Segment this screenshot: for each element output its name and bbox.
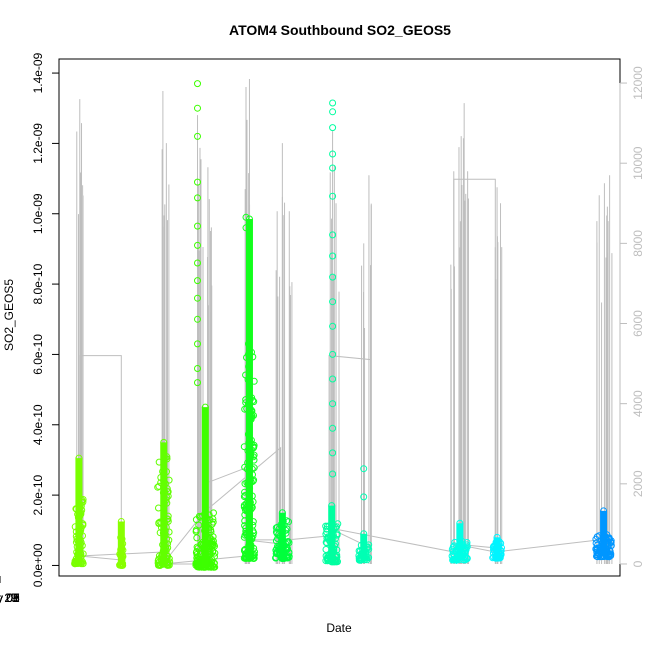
- so2-outlier: [194, 194, 201, 202]
- so2-point: [160, 438, 168, 446]
- so2-point: [201, 403, 209, 411]
- so2-outlier: [194, 340, 201, 348]
- so2-point: [117, 517, 125, 525]
- so2-point: [448, 552, 456, 560]
- so2-point: [75, 454, 83, 462]
- so2-outlier: [329, 231, 337, 239]
- y-tick-label: 1.4e-09: [31, 52, 45, 93]
- so2-outlier: [194, 379, 201, 387]
- so2-point: [607, 538, 614, 546]
- so2-point: [210, 509, 217, 517]
- so2-outlier: [329, 108, 337, 116]
- so2-outlier: [194, 178, 201, 186]
- so2-outlier: [194, 365, 201, 372]
- x-tick-label: May 01: [0, 591, 20, 605]
- y2-tick-label: 0: [631, 560, 645, 567]
- so2-point: [272, 554, 280, 562]
- so2-point: [278, 509, 286, 517]
- y-tick-label: 4.0e-10: [31, 404, 45, 445]
- so2-outlier: [194, 222, 201, 230]
- x-tick-label: Apr 29: [0, 591, 18, 605]
- x-axis-label: Date: [326, 621, 352, 635]
- so2-point: [193, 534, 201, 542]
- so2-point: [209, 518, 217, 526]
- so2-outlier: [194, 315, 201, 323]
- so2-point: [192, 561, 200, 569]
- so2-point: [192, 516, 200, 524]
- x-tick-label: May 05: [0, 591, 20, 605]
- so2-outlier: [329, 192, 337, 200]
- y-tick-label: 1.0e-09: [31, 193, 45, 234]
- so2-outlier: [329, 150, 337, 158]
- so2-outlier: [242, 224, 250, 232]
- so2-outlier: [194, 294, 201, 302]
- y2-tick-label: 10000: [631, 146, 645, 180]
- so2-point: [600, 507, 608, 515]
- y2-tick-label: 6000: [631, 310, 645, 337]
- y2-tick-label: 8000: [631, 230, 645, 257]
- x-tick-label: May 07: [0, 591, 20, 605]
- so2-outlier: [329, 252, 337, 260]
- so2-outlier: [194, 259, 201, 267]
- so2-outlier: [329, 470, 337, 478]
- so2-outlier: [329, 298, 337, 306]
- so2-point: [360, 530, 368, 538]
- altitude-layer: [76, 79, 613, 565]
- so2-outlier: [329, 400, 337, 408]
- so2-point: [195, 555, 203, 563]
- y-tick-label: 6.0e-10: [31, 334, 45, 375]
- so2-outlier: [329, 424, 337, 432]
- so2-point: [245, 215, 253, 223]
- so2-outlier: [242, 213, 250, 221]
- so2-outlier: [329, 350, 337, 358]
- so2-outlier: [194, 104, 201, 112]
- y-tick-label: 2.0e-10: [31, 474, 45, 515]
- chart-title: ATOM4 Southbound SO2_GEOS5: [229, 22, 451, 38]
- so2-outlier: [360, 493, 368, 501]
- so2-outlier: [329, 124, 337, 132]
- so2-point: [210, 563, 218, 571]
- so2-outlier: [360, 465, 368, 473]
- y-tick-label: 0.0e+00: [31, 543, 45, 587]
- so2-point: [322, 546, 330, 553]
- so2-point: [328, 502, 336, 510]
- so2-outlier: [329, 322, 337, 330]
- so2-outlier: [329, 375, 337, 383]
- so2-outlier: [194, 132, 201, 140]
- so2-outlier: [329, 273, 337, 281]
- so2-outlier: [194, 80, 201, 88]
- y2-tick-label: 12000: [631, 66, 645, 100]
- y-tick-label: 1.2e-09: [31, 123, 45, 164]
- so2-point: [456, 519, 464, 527]
- x-tick-label: May 03: [0, 591, 20, 605]
- so2-outlier: [329, 449, 337, 457]
- so2-point: [193, 563, 201, 571]
- so2-outlier: [329, 164, 337, 172]
- x-tick-label: Apr 27: [0, 591, 18, 605]
- so2-point: [209, 548, 217, 556]
- so2-point: [592, 545, 600, 553]
- y-tick-label: 8.0e-10: [31, 263, 45, 304]
- so2-point: [449, 547, 457, 555]
- y2-tick-label: 4000: [631, 390, 645, 417]
- so2-layer: [71, 80, 615, 571]
- so2-outlier: [329, 99, 337, 107]
- y2-tick-label: 2000: [631, 470, 645, 497]
- so2-point: [493, 533, 501, 541]
- axes-layer: Apr 27Apr 29May 01May 03May 05May 07May …: [0, 52, 645, 605]
- so2-outlier: [194, 241, 201, 249]
- x-tick-label: May 09: [0, 591, 20, 605]
- so2-outlier: [194, 277, 201, 285]
- y-axis-label: SO2_GEOS5: [2, 279, 16, 351]
